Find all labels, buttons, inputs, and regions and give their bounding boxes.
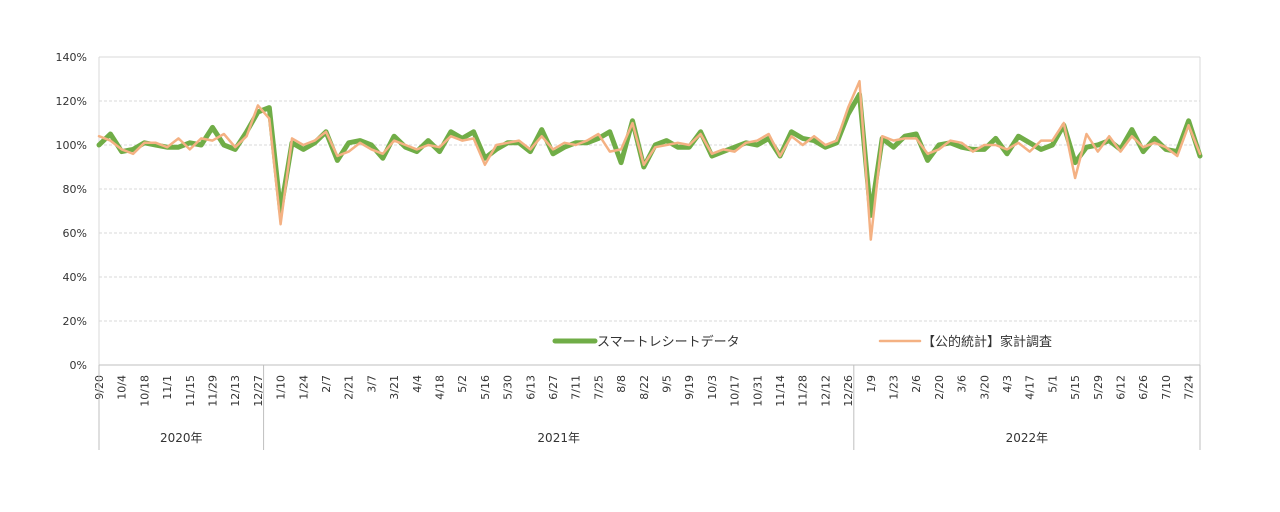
x-tick-label: 12/13 [229, 375, 242, 407]
x-tick-label: 5/2 [456, 375, 469, 393]
y-tick-label: 60% [63, 227, 87, 240]
x-tick-label: 9/5 [661, 375, 674, 393]
y-tick-label: 140% [56, 51, 87, 64]
x-tick-label: 12/26 [842, 375, 855, 407]
year-label: 2020年 [160, 431, 203, 445]
year-label: 2022年 [1006, 431, 1049, 445]
x-tick-label: 6/13 [524, 375, 537, 400]
gridlines [99, 56, 1200, 322]
x-tick-label: 12/12 [819, 375, 832, 407]
x-tick-label: 2/7 [320, 375, 333, 393]
x-tick-label: 11/29 [207, 375, 220, 407]
year-label: 2021年 [537, 431, 580, 445]
series-line-2 [97, 79, 1202, 241]
x-tick-label: 7/11 [570, 375, 583, 400]
y-tick-label: 80% [63, 183, 87, 196]
legend-label-2: 【公的統計】家計調査 [922, 334, 1052, 350]
x-tick-label: 5/16 [479, 375, 492, 400]
x-tick-label: 4/17 [1024, 375, 1037, 400]
x-tick-label: 5/30 [502, 375, 515, 400]
x-tick-label: 11/28 [797, 375, 810, 407]
x-tick-label: 11/14 [774, 375, 787, 407]
x-tick-label: 10/18 [138, 375, 151, 407]
x-tick-label: 5/15 [1069, 375, 1082, 400]
x-tick-label: 3/6 [956, 375, 969, 393]
x-tick-label: 2/6 [910, 375, 923, 393]
x-tick-label: 9/19 [683, 375, 696, 400]
x-tick-label: 12/27 [252, 375, 265, 407]
x-tick-label: 8/22 [638, 375, 651, 400]
x-tick-label: 7/25 [592, 375, 605, 400]
y-axis-tick-labels: 0% 20% 40% 60% 80% 100% 120% 140% [56, 51, 87, 372]
x-tick-label: 6/26 [1137, 375, 1150, 400]
x-tick-label: 4/18 [434, 375, 447, 400]
x-tick-label: 7/24 [1183, 375, 1196, 400]
axes [98, 57, 1201, 366]
x-tick-label: 8/8 [615, 375, 628, 393]
legend-label-1: スマートレシートデータ [597, 334, 740, 350]
x-tick-label: 11/15 [184, 375, 197, 407]
legend: スマートレシートデータ 【公的統計】家計調査 [552, 334, 1052, 350]
x-tick-label: 10/31 [751, 375, 764, 407]
y-tick-label: 20% [63, 315, 87, 328]
x-tick-label: 7/10 [1160, 375, 1173, 400]
x-tick-label: 11/1 [161, 375, 174, 400]
x-tick-label: 1/10 [275, 375, 288, 400]
x-tick-label: 1/24 [297, 375, 310, 400]
x-tick-label: 3/20 [978, 375, 991, 400]
y-tick-label: 0% [70, 359, 87, 372]
x-tick-label: 1/23 [888, 375, 901, 400]
y-tick-label: 40% [63, 271, 87, 284]
x-tick-label: 3/7 [365, 375, 378, 393]
x-tick-label: 2/20 [933, 375, 946, 400]
x-tick-label: 5/1 [1046, 375, 1059, 393]
x-tick-label: 10/3 [706, 375, 719, 400]
x-tick-label: 10/17 [729, 375, 742, 407]
x-tick-label: 2/21 [343, 375, 356, 400]
x-tick-label: 6/12 [1115, 375, 1128, 400]
x-tick-label: 1/9 [865, 375, 878, 393]
x-tick-label: 5/29 [1092, 375, 1105, 400]
x-tick-label: 10/4 [116, 375, 129, 400]
y-tick-label: 100% [56, 139, 87, 152]
x-tick-label: 6/27 [547, 375, 560, 400]
x-axis-tick-labels: 9/2010/410/1811/111/1511/2912/1312/271/1… [93, 375, 1196, 407]
series-lines [96, 79, 1203, 241]
x-tick-label: 3/21 [388, 375, 401, 400]
x-tick-label: 4/4 [411, 375, 424, 393]
year-axis: 2020年 2021年 2022年 [98, 365, 1201, 450]
y-tick-label: 120% [56, 95, 87, 108]
x-tick-label: 4/3 [1001, 375, 1014, 393]
